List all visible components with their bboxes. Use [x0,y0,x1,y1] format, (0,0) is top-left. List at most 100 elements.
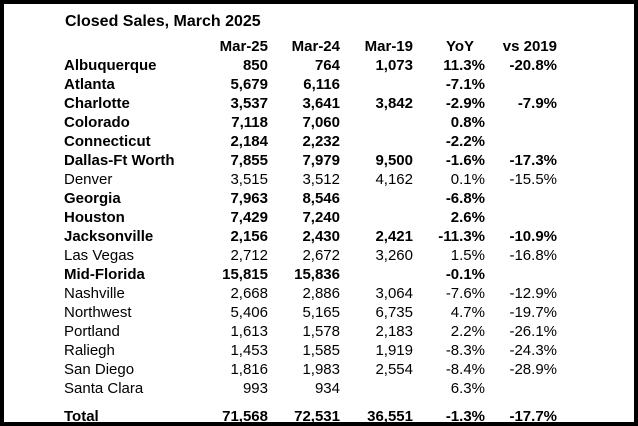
table-title: Closed Sales, March 2025 [65,13,261,30]
mar19-cell [340,208,413,227]
yoy-cell: 0.1% [450,171,485,188]
table-row: Connecticut 2,184 2,232 -2.2% [64,132,557,151]
mar24-cell: 2,430 [302,228,340,245]
mar19-cell: 2,183 [375,323,413,340]
mar25-cell: 2,712 [230,247,268,264]
mar24-cell: 7,979 [302,152,340,169]
table-row: Georgia 7,963 8,546 -6.8% [64,189,557,208]
vs2019-cell: -28.9% [509,361,557,378]
mar19-cell: 1,919 [375,342,413,359]
city-cell: Colorado [64,114,130,131]
col-header-yoy: YoY [445,38,474,55]
vs2019-cell: -26.1% [509,323,557,340]
yoy-cell: -6.8% [445,190,485,207]
vs2019-cell [485,379,557,398]
city-cell: Charlotte [64,95,130,112]
mar24-cell: 5,165 [302,304,340,321]
vs2019-cell [485,265,557,284]
mar19-cell: 2,554 [375,361,413,378]
yoy-cell: -1.3% [445,408,485,425]
mar25-cell: 1,613 [230,323,268,340]
table-row: Las Vegas 2,712 2,672 3,260 1.5% -16.8% [64,246,557,265]
mar19-cell: 1,073 [375,57,413,74]
vs2019-cell: -10.9% [509,228,557,245]
col-header-mar24: Mar-24 [291,38,340,55]
city-cell: Mid-Florida [64,266,145,283]
table-body: Albuquerque 850 764 1,073 11.3% -20.8% Atlanta… [64,56,557,425]
mar25-cell: 2,184 [230,133,268,150]
vs2019-cell: -12.9% [509,285,557,302]
yoy-cell: 2.2% [450,323,485,340]
mar24-cell: 2,232 [302,133,340,150]
vs2019-cell [485,208,557,227]
mar19-cell [340,113,413,132]
yoy-cell: -8.3% [445,342,485,359]
mar24-cell: 1,585 [302,342,340,359]
total-row: Total 71,568 72,531 36,551 -1.3% -17.7% [64,398,557,425]
mar24-cell: 2,886 [302,285,340,302]
vs2019-cell: -17.3% [509,152,557,169]
city-cell: Albuquerque [64,57,157,74]
yoy-cell: 4.7% [450,304,485,321]
vs2019-cell: -19.7% [509,304,557,321]
col-header-city [64,37,190,56]
yoy-cell: -2.9% [445,95,485,112]
table-row: Atlanta 5,679 6,116 -7.1% [64,75,557,94]
yoy-cell: -7.6% [445,285,485,302]
city-cell: Jacksonville [64,228,154,245]
table-row: Mid-Florida 15,815 15,836 -0.1% [64,265,557,284]
city-cell: Las Vegas [64,247,135,264]
table-row: Houston 7,429 7,240 2.6% [64,208,557,227]
mar24-cell: 1,578 [302,323,340,340]
vs2019-cell: -17.7% [509,408,557,425]
city-cell: Houston [64,209,125,226]
mar24-cell: 72,531 [294,408,340,425]
mar19-cell [340,75,413,94]
mar25-cell: 71,568 [222,408,268,425]
col-header-vs2019: vs 2019 [502,38,557,55]
mar25-cell: 7,963 [230,190,268,207]
mar25-cell: 7,855 [230,152,268,169]
mar24-cell: 15,836 [294,266,340,283]
table-row: Nashville 2,668 2,886 3,064 -7.6% -12.9% [64,284,557,303]
table-row: Denver 3,515 3,512 4,162 0.1% -15.5% [64,170,557,189]
city-cell: Nashville [64,285,125,302]
vs2019-cell: -20.8% [509,57,557,74]
table-row: Charlotte 3,537 3,641 3,842 -2.9% -7.9% [64,94,557,113]
mar25-cell: 1,453 [230,342,268,359]
mar19-cell [340,132,413,151]
city-cell: Dallas-Ft Worth [64,152,175,169]
city-cell: Connecticut [64,133,151,150]
vs2019-cell [485,189,557,208]
mar25-cell: 15,815 [222,266,268,283]
mar19-cell [340,189,413,208]
vs2019-cell [485,75,557,94]
table-row: Northwest 5,406 5,165 6,735 4.7% -19.7% [64,303,557,322]
yoy-cell: 1.5% [450,247,485,264]
mar25-cell: 5,679 [230,76,268,93]
mar19-cell: 36,551 [367,408,413,425]
mar25-cell: 1,816 [230,361,268,378]
mar25-cell: 7,118 [231,114,268,131]
mar24-cell: 6,116 [303,76,340,93]
mar19-cell [340,265,413,284]
table-row: Dallas-Ft Worth 7,855 7,979 9,500 -1.6% -17.3… [64,151,557,170]
col-header-mar25: Mar-25 [219,38,268,55]
col-header-mar19: Mar-19 [364,38,413,55]
vs2019-cell [485,113,557,132]
table-row: Raliegh 1,453 1,585 1,919 -8.3% -24.3% [64,341,557,360]
yoy-cell: 6.3% [450,380,485,397]
city-cell: Total [64,408,99,425]
mar24-cell: 1,983 [302,361,340,378]
mar19-cell: 3,842 [375,95,413,112]
table-row: Santa Clara 993 934 6.3% [64,379,557,398]
mar19-cell: 3,064 [375,285,413,302]
yoy-cell: 2.6% [450,209,485,226]
closed-sales-table: Mar-25 Mar-24 Mar-19 YoY vs 2019 Albuque… [64,37,557,425]
vs2019-cell [485,132,557,151]
mar25-cell: 2,156 [230,228,268,245]
mar24-cell: 2,672 [302,247,340,264]
table-row: San Diego 1,816 1,983 2,554 -8.4% -28.9% [64,360,557,379]
mar19-cell: 4,162 [375,171,413,188]
